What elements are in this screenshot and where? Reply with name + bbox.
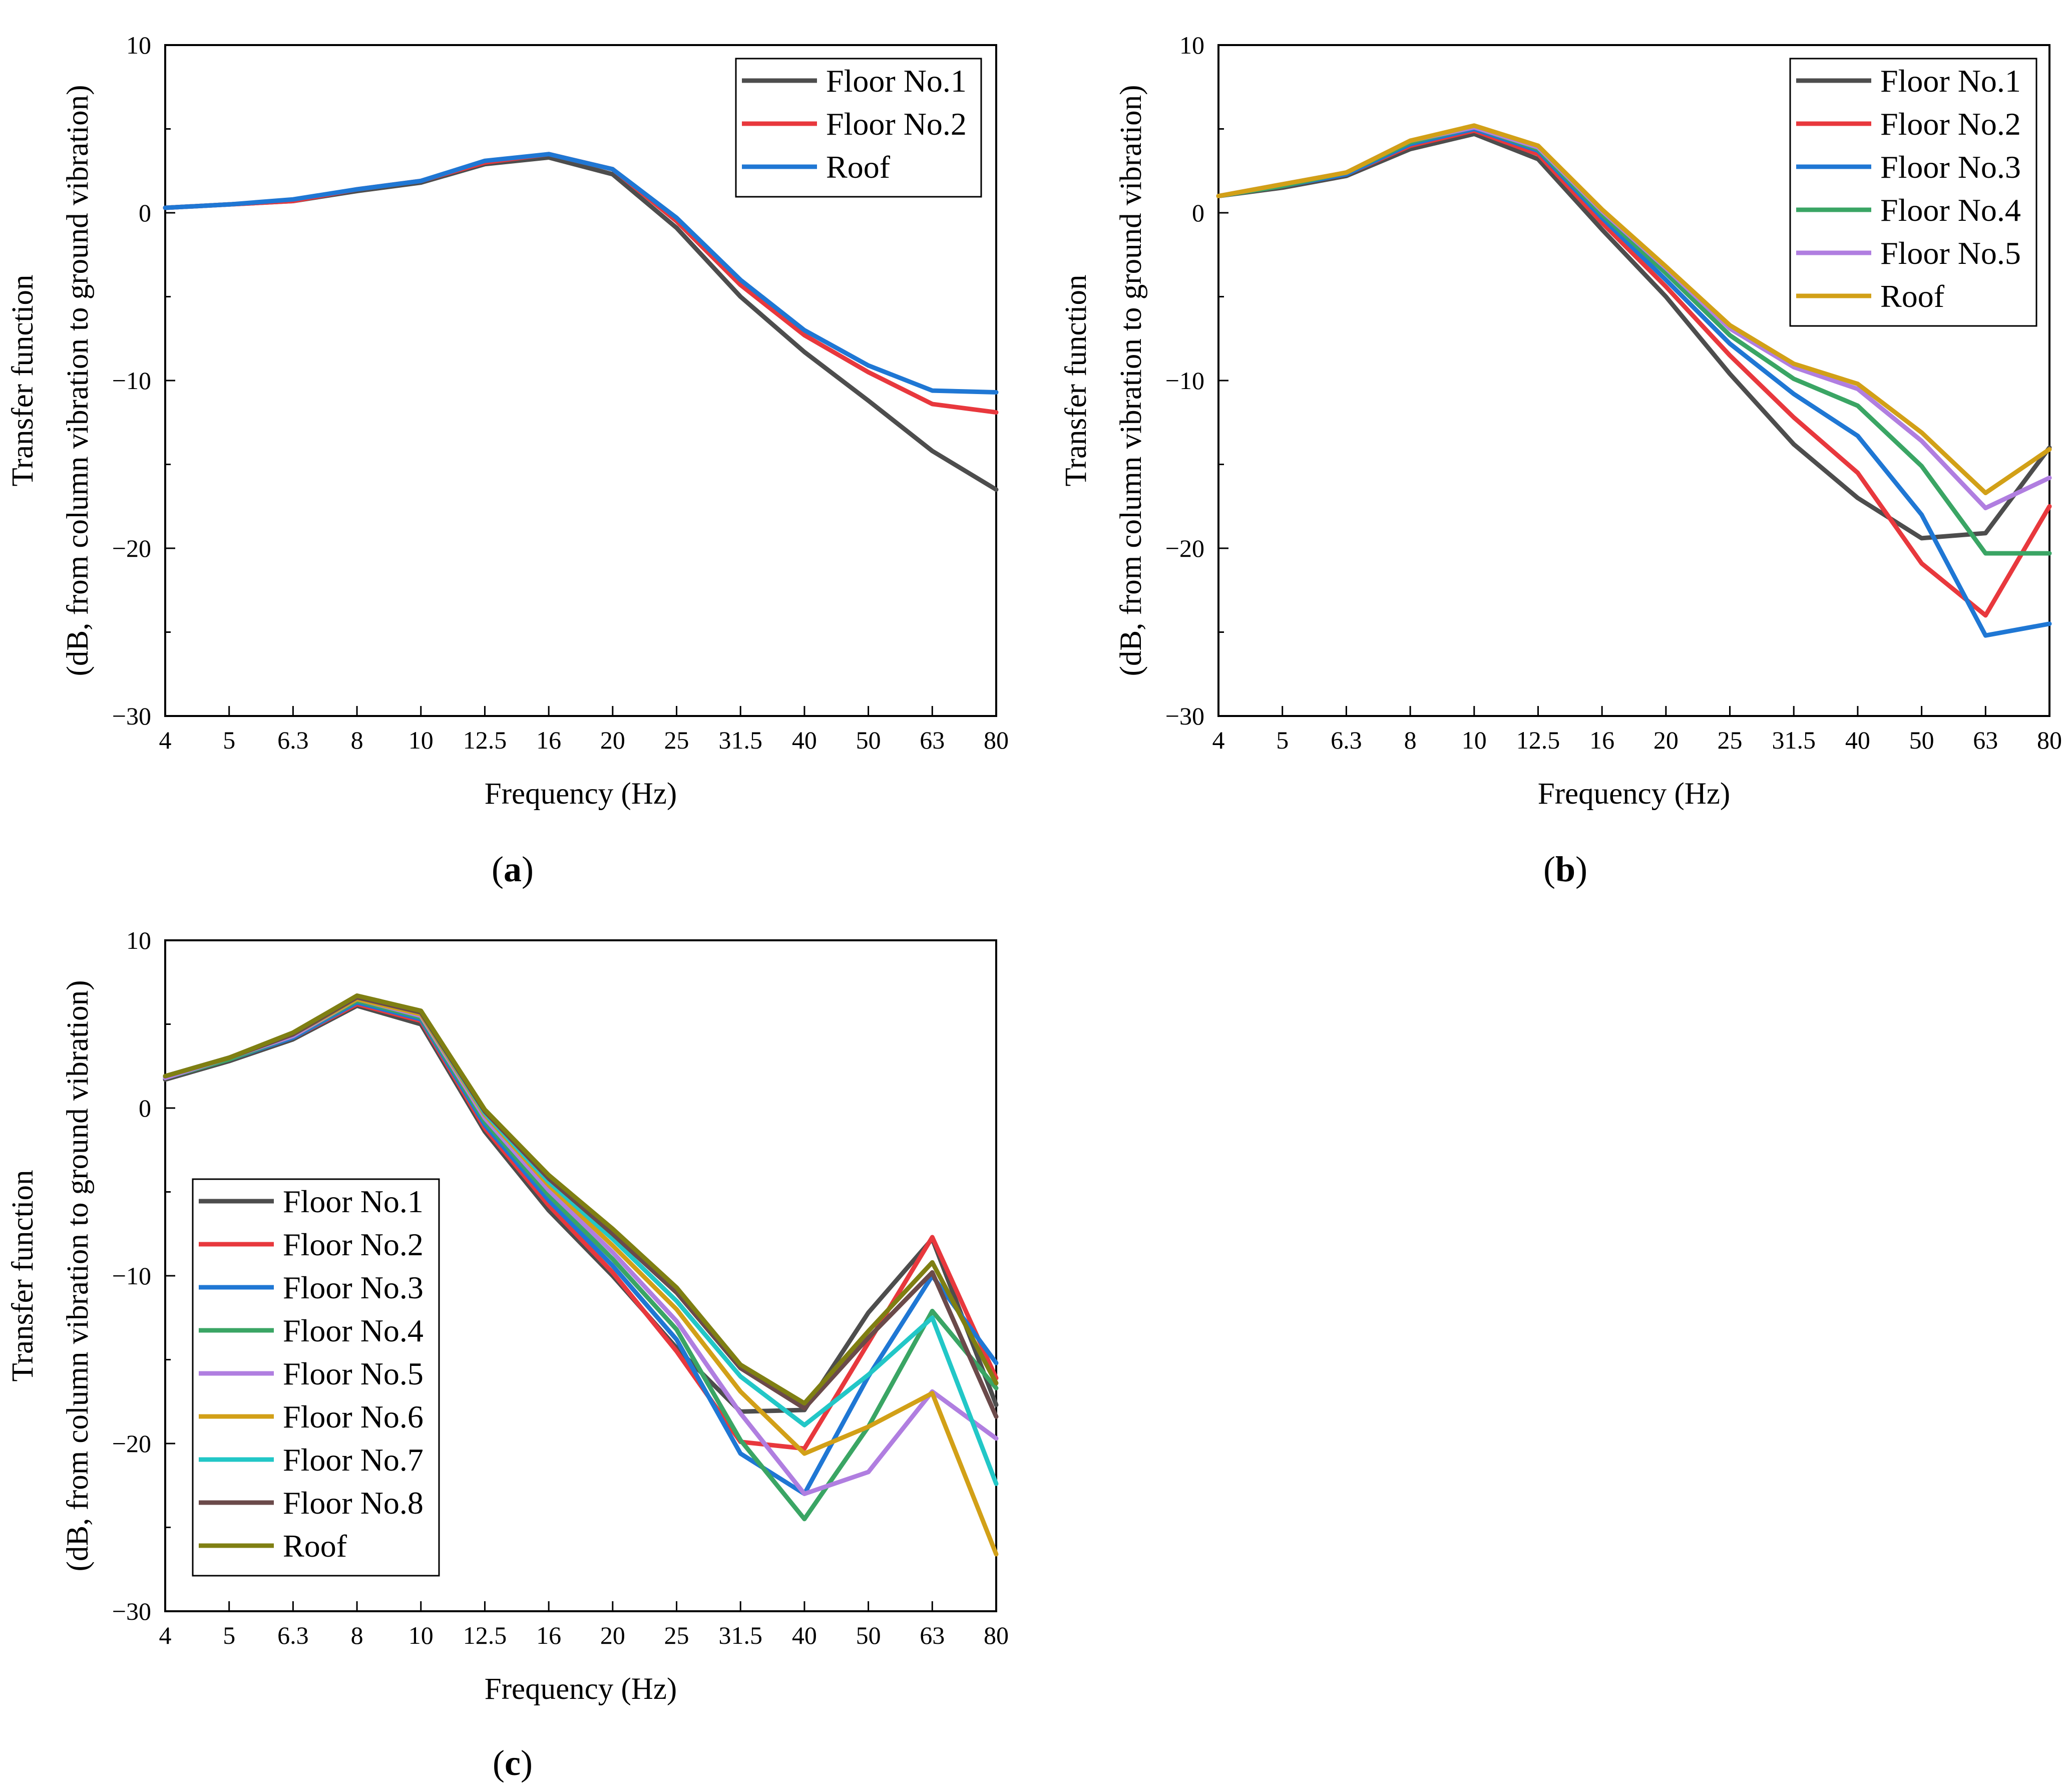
x-tick-label: 25: [664, 1621, 689, 1649]
y-axis-title-line1: Transfer function: [6, 275, 40, 487]
y-tick-label: 0: [139, 1094, 151, 1122]
x-tick-label: 16: [1589, 726, 1614, 754]
y-axis-title-line2: (dB, from column vibration to ground vib…: [61, 980, 95, 1572]
x-tick-label: 31.5: [718, 1621, 762, 1649]
x-tick-label: 31.5: [718, 726, 762, 754]
panel-label-c: (c): [493, 1743, 533, 1783]
x-tick-label: 40: [792, 1621, 817, 1649]
legend-label: Roof: [283, 1528, 347, 1564]
legend: Floor No.1 Floor No.2 Roof: [735, 58, 982, 198]
chart-panel-a: 4 5 6.3 8 10 12.5 16 20 25 31.5 40 50 63 80 −30 −20 −10 0…: [6, 31, 1009, 811]
legend-label: Floor No.7: [283, 1442, 424, 1478]
y-tick-label: −20: [112, 534, 151, 562]
y-tick-label: 10: [126, 31, 151, 59]
y-tick-label: −10: [112, 1262, 151, 1290]
x-axis-title: Frequency (Hz): [1538, 777, 1730, 811]
y-axis-title-line2: (dB, from column vibration to ground vib…: [61, 85, 95, 676]
x-tick-label: 50: [856, 1621, 881, 1649]
legend-label: Floor No.5: [283, 1356, 424, 1391]
legend: Floor No.1 Floor No.2 Floor No.3 Floor No.4…: [1789, 58, 2037, 327]
x-tick-label: 31.5: [1772, 726, 1816, 754]
legend-label: Floor No.3: [1880, 149, 2021, 185]
y-tick-label: −30: [112, 702, 151, 730]
y-axis-title-line1: Transfer function: [1059, 275, 1093, 487]
x-tick-label: 12.5: [463, 1621, 507, 1649]
legend-label: Floor No.1: [826, 63, 967, 99]
y-tick-label: 10: [126, 926, 151, 954]
y-tick-label: −20: [1165, 534, 1204, 562]
x-tick-label: 5: [1276, 726, 1289, 754]
x-tick-label: 6.3: [277, 1621, 309, 1649]
y-tick-label: −30: [1165, 702, 1204, 730]
y-tick-label: 10: [1179, 31, 1204, 59]
x-tick-label: 63: [1973, 726, 1998, 754]
x-tick-label: 25: [1718, 726, 1743, 754]
x-tick-label: 5: [223, 1621, 235, 1649]
x-tick-label: 20: [600, 726, 625, 754]
x-tick-label: 6.3: [277, 726, 309, 754]
x-tick-label: 20: [600, 1621, 625, 1649]
x-tick-label: 16: [536, 726, 561, 754]
series-line-roof: [163, 152, 999, 395]
panel-label-b: (b): [1543, 849, 1587, 889]
legend-label: Floor No.2: [826, 106, 967, 142]
series-line-floor-no-1: [163, 155, 999, 492]
y-tick-label: −10: [1165, 367, 1204, 395]
x-tick-label: 4: [159, 1621, 172, 1649]
x-tick-label: 40: [792, 726, 817, 754]
x-tick-label: 63: [920, 726, 945, 754]
legend-label: Roof: [826, 149, 891, 185]
legend-label: Roof: [1880, 278, 1945, 314]
x-tick-label: 80: [984, 1621, 1009, 1649]
legend-label: Floor No.2: [283, 1227, 424, 1262]
legend-label: Floor No.6: [283, 1399, 424, 1435]
legend-label: Floor No.3: [283, 1270, 424, 1305]
legend-label: Floor No.4: [283, 1313, 424, 1348]
x-tick-label: 4: [159, 726, 172, 754]
x-tick-label: 4: [1212, 726, 1225, 754]
x-tick-label: 10: [408, 726, 434, 754]
panel-label-a: (a): [492, 849, 534, 889]
x-tick-label: 50: [856, 726, 881, 754]
x-axis-title: Frequency (Hz): [485, 1672, 677, 1706]
x-tick-label: 16: [536, 1621, 561, 1649]
legend-label: Floor No.8: [283, 1485, 424, 1521]
y-tick-label: −20: [112, 1429, 151, 1458]
chart-panel-b: 4 5 6.3 8 10 12.5 16 20 25 31.5 40 50 63 80 −30 −20 −10 0…: [1059, 31, 2062, 811]
legend-label: Floor No.2: [1880, 106, 2021, 142]
legend-label: Floor No.5: [1880, 235, 2021, 271]
series-line-roof: [1216, 123, 2052, 495]
x-tick-label: 12.5: [463, 726, 507, 754]
x-tick-label: 5: [223, 726, 235, 754]
y-tick-label: −10: [112, 367, 151, 395]
chart-panel-c: 4 5 6.3 8 10 12.5 16 20 25 31.5 40 50 63 80 −30 −20 −10 0…: [6, 926, 1009, 1706]
legend-label: Floor No.1: [283, 1184, 424, 1219]
legend-box: [1789, 58, 2037, 327]
y-tick-label: 0: [1192, 199, 1204, 227]
legend-label: Floor No.4: [1880, 192, 2021, 228]
x-tick-label: 8: [351, 726, 363, 754]
x-axis-title: Frequency (Hz): [485, 777, 677, 811]
x-tick-label: 8: [1404, 726, 1417, 754]
legend-label: Floor No.1: [1880, 63, 2021, 99]
y-axis-title-line1: Transfer function: [6, 1170, 40, 1382]
x-tick-label: 10: [408, 1621, 434, 1649]
x-tick-label: 63: [920, 1621, 945, 1649]
series-line-roof: [163, 993, 999, 1406]
y-axis-title-line2: (dB, from column vibration to ground vib…: [1114, 85, 1148, 676]
x-tick-label: 80: [984, 726, 1009, 754]
x-tick-label: 12.5: [1516, 726, 1560, 754]
legend: Floor No.1 Floor No.2 Floor No.3 Floor No.4…: [192, 1178, 440, 1577]
x-tick-label: 50: [1909, 726, 1934, 754]
x-tick-label: 6.3: [1331, 726, 1362, 754]
x-tick-label: 40: [1845, 726, 1870, 754]
x-tick-label: 20: [1653, 726, 1679, 754]
x-tick-label: 25: [664, 726, 689, 754]
y-tick-label: −30: [112, 1597, 151, 1625]
y-tick-label: 0: [139, 199, 151, 227]
x-tick-label: 8: [351, 1621, 363, 1649]
x-tick-label: 10: [1462, 726, 1487, 754]
x-tick-label: 80: [2037, 726, 2062, 754]
